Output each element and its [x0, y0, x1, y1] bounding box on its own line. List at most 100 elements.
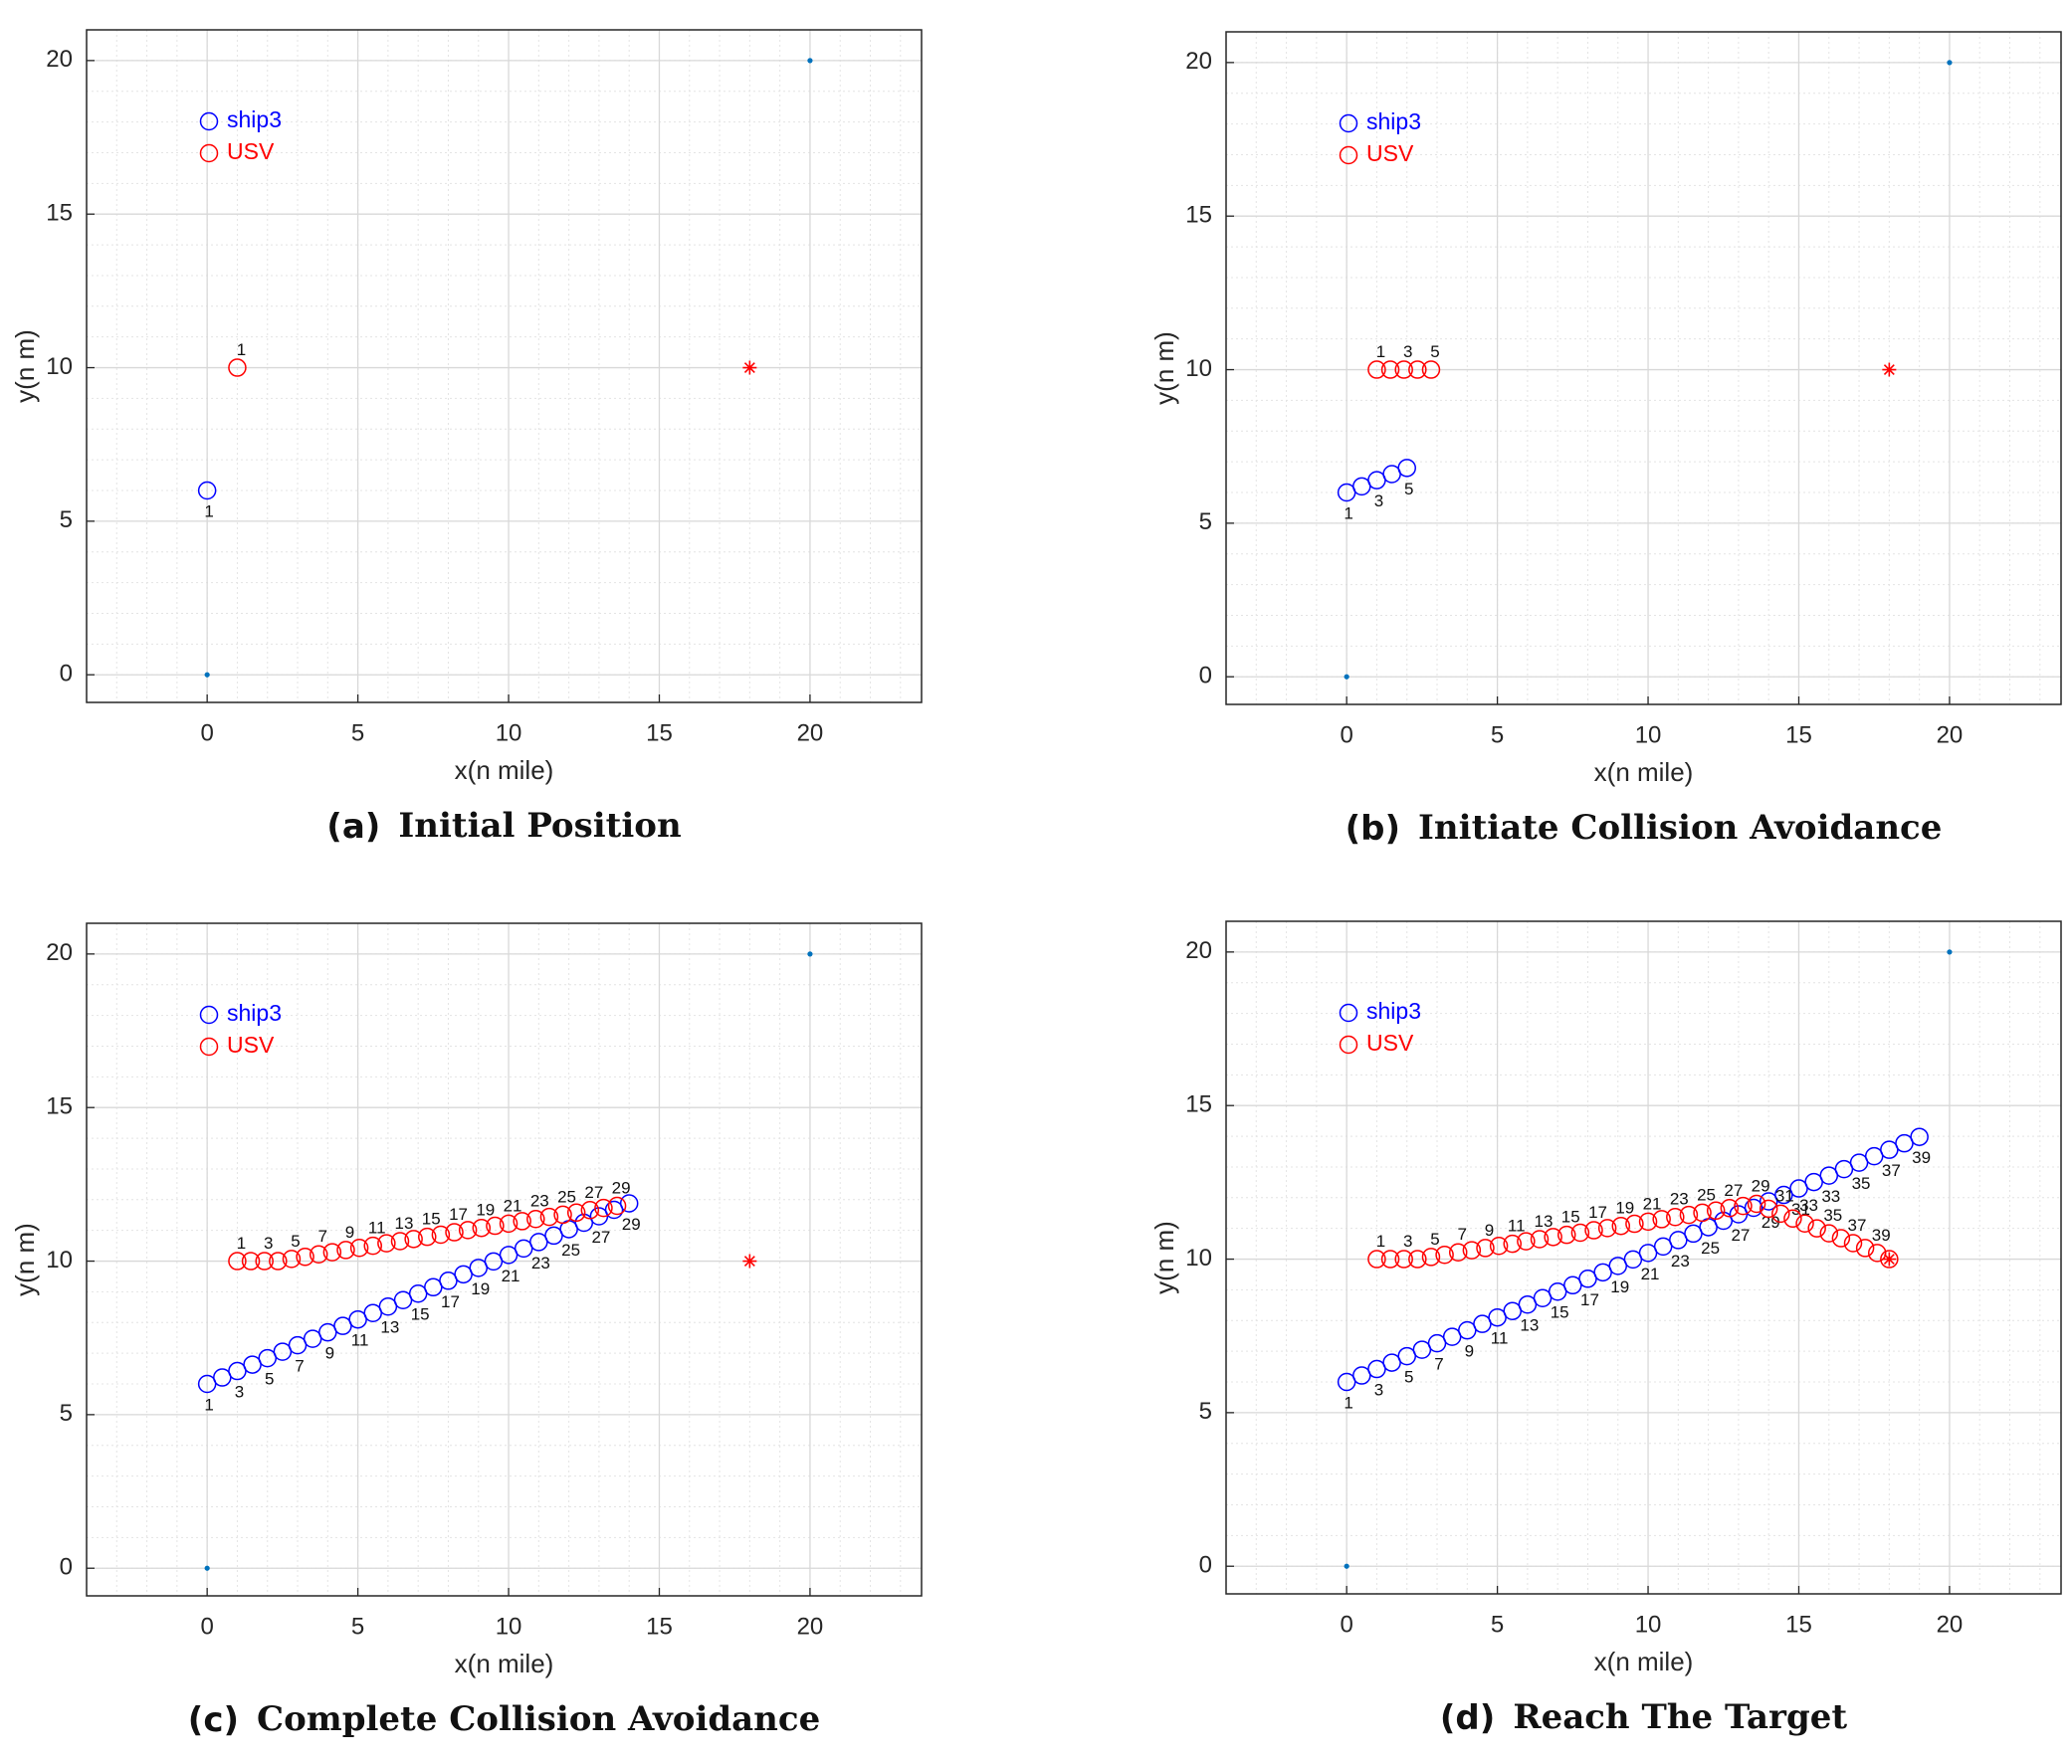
plot-area: [1226, 921, 2061, 1594]
point-label: 39: [1872, 1226, 1891, 1245]
track-point: [1337, 1372, 1356, 1392]
point-label: 1: [1376, 1232, 1385, 1251]
track-point: [1476, 1239, 1495, 1258]
x-axis-label: x(n mile): [1594, 757, 1694, 787]
track-point: [499, 1214, 518, 1234]
point-label: 13: [395, 1214, 414, 1233]
caption: (c) Complete Collision Avoidance: [188, 1699, 820, 1740]
point-label: 19: [476, 1201, 495, 1220]
point-label: 21: [502, 1267, 520, 1285]
point-label: 31: [1791, 1200, 1810, 1219]
point-label: 35: [1823, 1206, 1842, 1225]
track-point: [241, 1252, 261, 1271]
point-label: 3: [264, 1234, 273, 1253]
track-point: [499, 1246, 518, 1265]
point-label: 5: [1404, 1368, 1413, 1387]
point-label: 5: [1404, 480, 1413, 498]
point-label: 15: [1561, 1208, 1580, 1227]
track-point: [513, 1212, 531, 1231]
y-tick-label: 0: [1199, 663, 1212, 689]
track-point: [333, 1316, 352, 1335]
point-label: 15: [1551, 1303, 1569, 1322]
y-tick-label: 15: [46, 1093, 73, 1120]
track-point: [363, 1236, 382, 1256]
track-point: [580, 1201, 600, 1220]
point-label: 3: [235, 1383, 244, 1402]
track-point: [604, 1200, 624, 1220]
track-point: [1367, 1250, 1386, 1269]
legend-label: USV: [227, 138, 275, 164]
point-label: 25: [1697, 1185, 1716, 1204]
track-point: [472, 1218, 492, 1238]
reference-point: [807, 951, 813, 957]
track-point: [1771, 1204, 1790, 1224]
caption-text: Initiate Collision Avoidance: [1418, 808, 1942, 848]
track-point: [378, 1296, 398, 1316]
track-point: [439, 1272, 458, 1290]
track-point: [1394, 360, 1413, 379]
y-tick-label: 0: [60, 1554, 73, 1581]
track-point: [1518, 1294, 1538, 1314]
track-point: [1462, 1241, 1482, 1260]
track-point: [349, 1239, 369, 1258]
legend-marker: [1339, 1003, 1358, 1023]
point-label: 29: [612, 1178, 631, 1197]
point-label: 13: [380, 1318, 399, 1337]
y-tick-label: 0: [60, 661, 73, 687]
legend-label: USV: [1366, 140, 1414, 166]
point-label: 23: [531, 1254, 550, 1273]
track-point: [1488, 1307, 1507, 1327]
track-point: [1807, 1219, 1826, 1238]
point-label: 21: [1641, 1265, 1660, 1283]
y-tick-label: 5: [1199, 1398, 1212, 1425]
x-tick-label: 20: [797, 719, 824, 746]
point-label: 3: [1403, 1232, 1412, 1251]
plot-area: [87, 923, 922, 1596]
track-point: [1533, 1288, 1553, 1307]
point-label: 33: [1799, 1196, 1818, 1215]
track-point: [1382, 1353, 1401, 1372]
track-point: [607, 1196, 627, 1216]
caption: (a) Initial Position: [326, 806, 681, 847]
plot-area: [87, 30, 922, 702]
y-tick-label: 20: [46, 46, 73, 73]
x-axis-label: x(n mile): [455, 1649, 554, 1678]
track-point: [594, 1198, 613, 1218]
track-point: [213, 1368, 232, 1387]
track-point: [526, 1210, 545, 1229]
y-axis-label: y(n m): [10, 1223, 40, 1296]
track-point: [1804, 1172, 1823, 1192]
point-label: 15: [422, 1210, 441, 1229]
point-label: 27: [1724, 1181, 1743, 1200]
track-point: [1880, 1250, 1899, 1269]
point-label: 7: [317, 1227, 326, 1246]
point-label: 17: [1588, 1203, 1607, 1222]
track-point: [228, 1361, 247, 1381]
legend-label: ship3: [1366, 108, 1421, 134]
track-point: [197, 1374, 217, 1394]
caption-label: (a): [326, 807, 380, 847]
track-point: [1653, 1237, 1673, 1257]
track-point: [1611, 1216, 1631, 1236]
point-label: 17: [441, 1292, 460, 1311]
point-label: 23: [530, 1192, 549, 1211]
point-label: 27: [591, 1228, 610, 1247]
point-label: 17: [449, 1205, 468, 1224]
track-point: [1669, 1231, 1688, 1250]
x-tick-label: 15: [1785, 1611, 1812, 1638]
caption-label: (c): [188, 1700, 239, 1740]
point-label: 15: [411, 1305, 430, 1324]
point-label: 29: [1752, 1176, 1770, 1195]
track-point: [1895, 1133, 1914, 1153]
legend-marker: [199, 1005, 219, 1025]
track-point: [1783, 1209, 1802, 1229]
track-point: [296, 1247, 314, 1267]
track-point: [228, 1252, 247, 1271]
x-tick-label: 20: [1937, 1611, 1964, 1638]
x-tick-label: 15: [646, 1613, 673, 1640]
target-marker: [1882, 1252, 1897, 1267]
track-point: [529, 1233, 548, 1252]
point-label: 7: [1434, 1355, 1443, 1374]
caption-text: Initial Position: [398, 806, 681, 846]
point-label: 27: [584, 1183, 603, 1202]
